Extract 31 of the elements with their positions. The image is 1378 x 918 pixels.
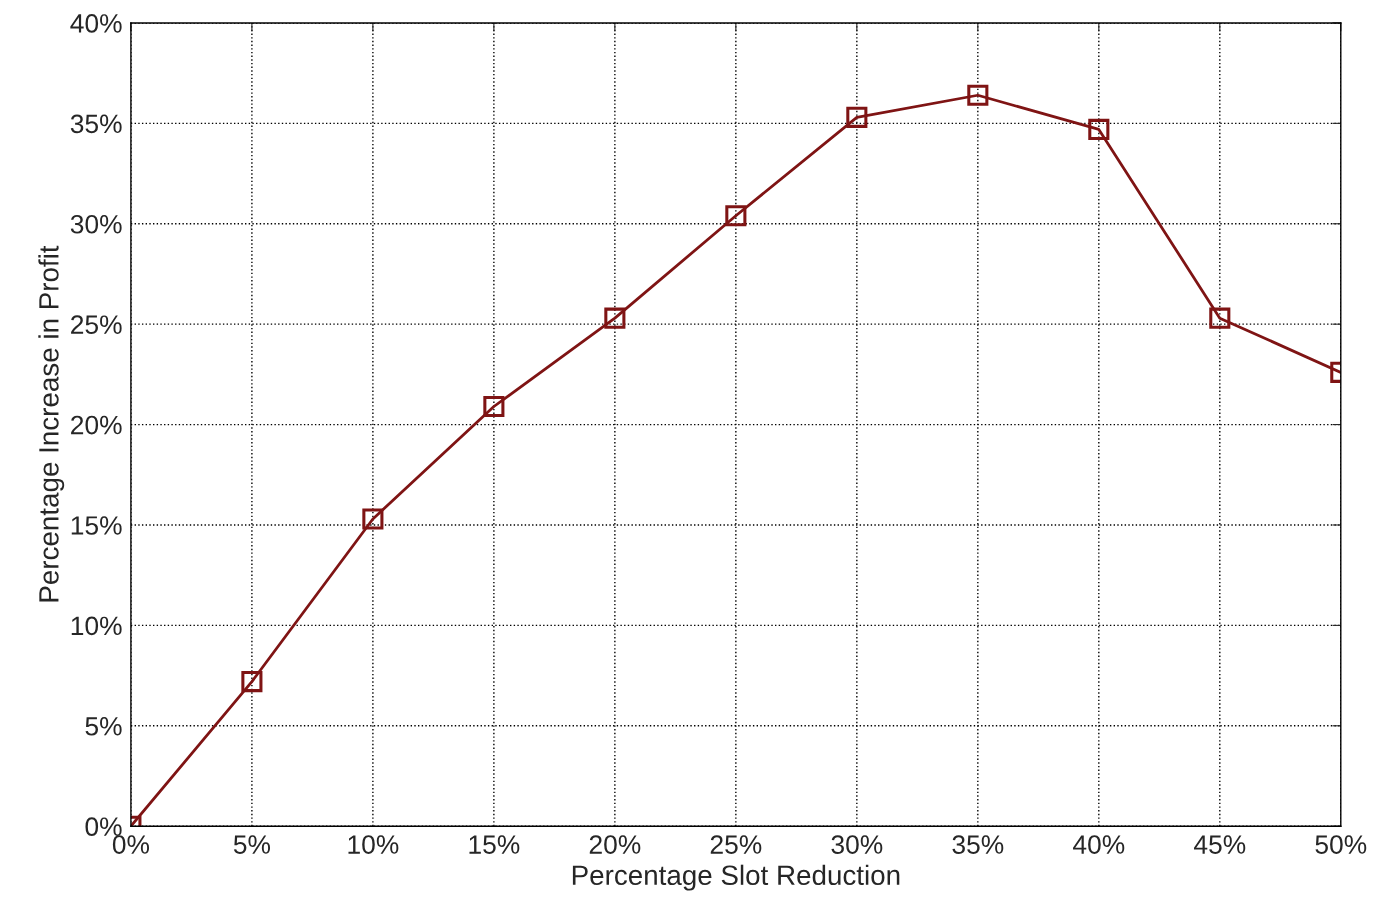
y-tick-label: 5%	[85, 717, 122, 736]
y-tick-label: 40%	[70, 14, 122, 33]
y-tick-label: 30%	[70, 214, 122, 234]
y-tick-label: 0%	[85, 817, 122, 837]
x-tick-label: 45%	[1194, 835, 1246, 854]
point	[483, 395, 505, 418]
point	[604, 307, 626, 329]
x-axis-title: Percentage Slot Reduction	[572, 864, 900, 891]
x-tick-label: 40%	[1073, 835, 1125, 854]
x-tick-label: 50%	[1315, 835, 1367, 854]
point	[846, 106, 868, 128]
x-tick-label: 30%	[831, 835, 883, 854]
point	[1209, 307, 1231, 329]
x-tick-label: 35%	[952, 835, 1004, 854]
y-axis-title: Percentage Increase in Profit	[38, 245, 65, 602]
point	[241, 671, 263, 693]
x-tick-label: 5%	[233, 835, 271, 854]
x-tick-label: 20%	[589, 835, 641, 854]
y-tick-label: 10%	[71, 616, 122, 636]
x-tick-label: 25%	[710, 835, 762, 854]
point	[1088, 118, 1110, 140]
y-tick-label: 25%	[71, 315, 122, 334]
point	[725, 205, 747, 227]
point	[362, 508, 384, 530]
x-tick-label: 15%	[469, 835, 520, 854]
x-tick-label: 0%	[112, 835, 150, 854]
x-tick-label: 10%	[348, 835, 399, 854]
y-tick-label: 20%	[71, 415, 122, 435]
point	[967, 84, 989, 106]
y-tick-label: 35%	[70, 114, 122, 134]
y-tick-label: 15%	[71, 516, 122, 535]
